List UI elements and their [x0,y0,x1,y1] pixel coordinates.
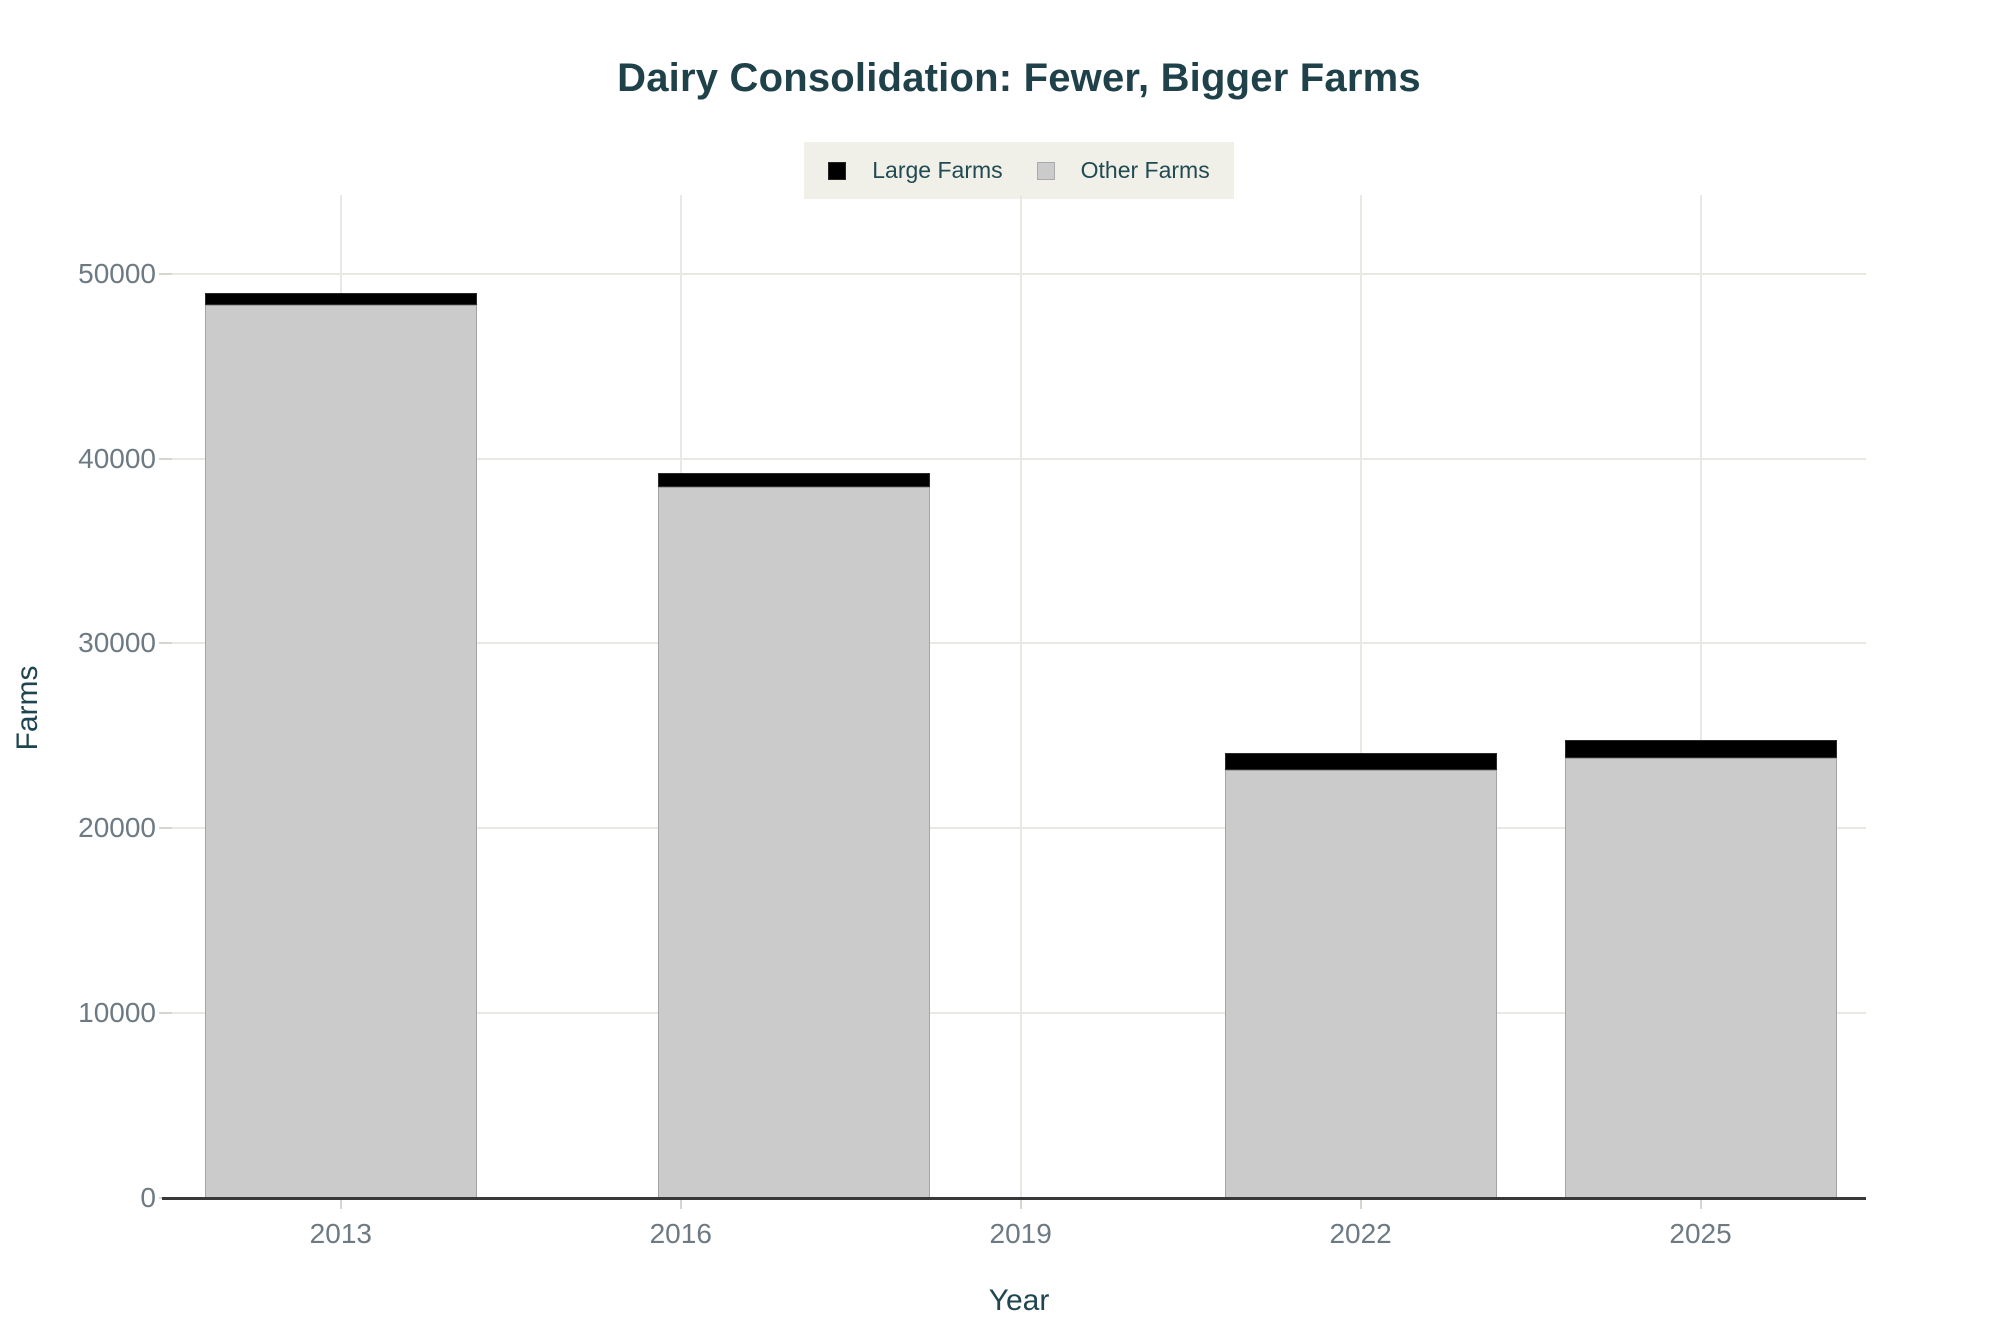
x-tick-mark [1359,1199,1362,1209]
grid-line-v [1699,195,1702,1198]
x-tick-mark [679,1199,682,1209]
bar-large-farms-2025 [1564,740,1837,759]
bar-large-farms-2017 [658,473,931,488]
bar-other-farms-2017 [658,487,931,1198]
x-tick-label: 2019 [989,1218,1052,1249]
grid-line-h [172,642,1866,645]
y-tick-mark [159,827,172,830]
legend-item-large-farms[interactable]: Large Farms [828,157,1003,184]
legend-swatch-large-farms-icon [828,161,847,180]
grid-line-h [172,827,1866,830]
bar-large-farms-2013 [204,292,477,305]
bar-other-farms-2025 [1564,758,1837,1198]
grid-line-h [172,457,1866,460]
x-tick-mark [1699,1199,1702,1209]
y-tick-mark [159,1012,172,1015]
y-tick-label: 20000 [78,812,156,844]
y-tick-mark [159,457,172,460]
x-tick-mark [339,1199,342,1209]
x-axis-line [162,1197,1866,1200]
grid-line-v [1019,195,1022,1198]
chart-title: Dairy Consolidation: Fewer, Bigger Farms [617,56,1421,100]
x-tick-label: 2016 [649,1218,712,1249]
legend-row: Large Farms Other Farms [172,142,1866,199]
x-axis-title: Year [988,1284,1050,1317]
x-tick-label: 2013 [309,1218,372,1249]
y-tick-label: 30000 [78,627,156,659]
bar-other-farms-2013 [204,304,477,1198]
y-tick-label: 40000 [78,442,156,474]
y-tick-label: 50000 [78,257,156,289]
grid-line-v [1359,195,1362,1198]
bar-other-farms-2022 [1224,770,1497,1198]
legend-label-large-farms: Large Farms [872,157,1003,183]
legend-swatch-other-farms-icon [1036,161,1055,180]
legend: Large Farms Other Farms [804,142,1234,199]
x-tick-mark [1019,1199,1022,1209]
grid-line-h [172,272,1866,275]
legend-item-other-farms[interactable]: Other Farms [1036,157,1210,184]
y-tick-label: 0 [140,1182,156,1213]
y-tick-mark [159,272,172,275]
legend-label-other-farms: Other Farms [1080,157,1210,183]
grid-line-h [172,1012,1866,1015]
y-tick-mark [159,642,172,645]
x-tick-label: 2025 [1669,1218,1732,1249]
y-tick-label: 10000 [78,997,156,1029]
bar-large-farms-2022 [1224,753,1497,771]
x-tick-label: 2022 [1329,1218,1392,1249]
